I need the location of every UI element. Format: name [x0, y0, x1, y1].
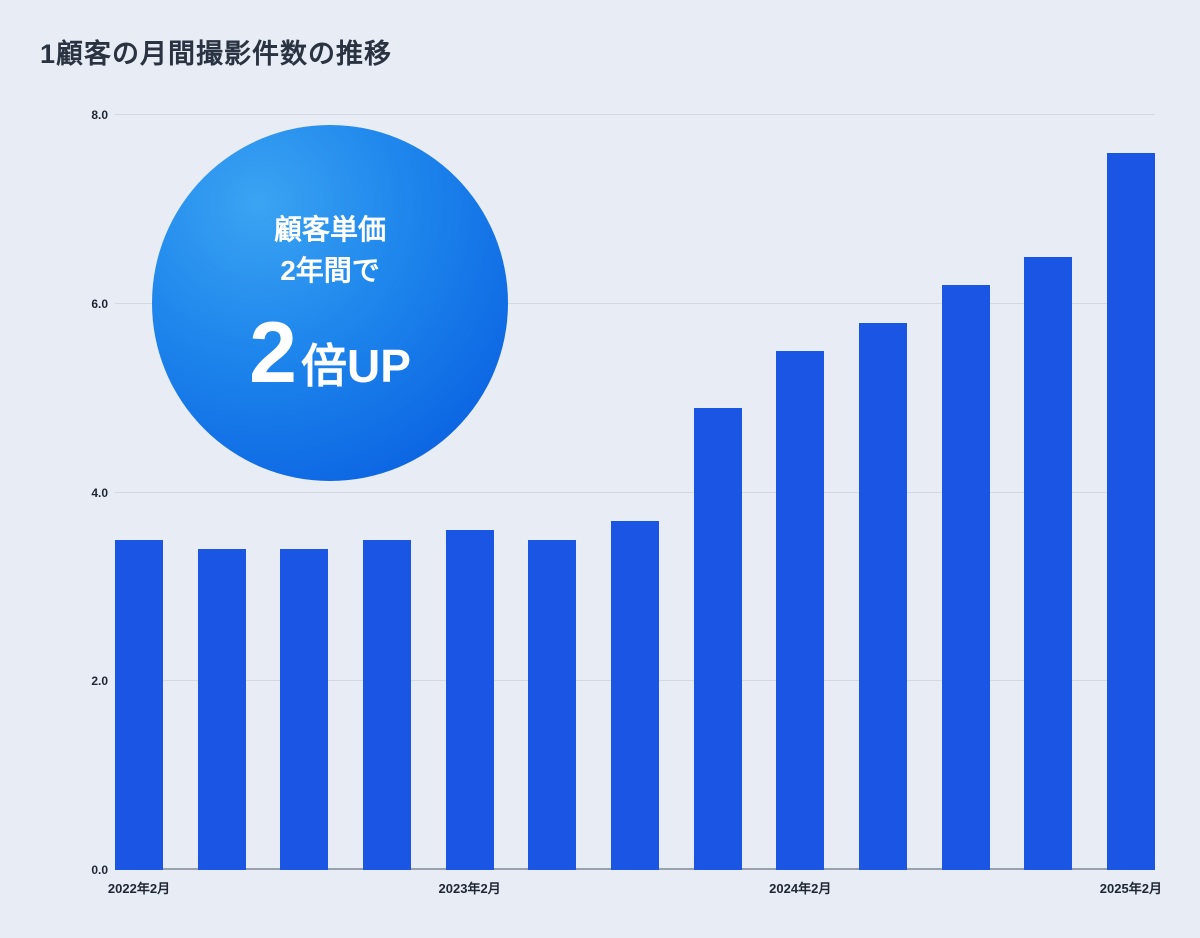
- x-tick-slot: [198, 870, 246, 897]
- gridline: [115, 114, 1155, 115]
- highlight-badge: 顧客単価 2年間で 2 倍UP: [152, 125, 508, 481]
- x-tick-slot: [942, 870, 990, 897]
- bar: [445, 530, 494, 870]
- x-tick-slot: [363, 870, 411, 897]
- x-tick-slot: 2023年2月: [439, 870, 501, 897]
- badge-suffix: 倍UP: [300, 339, 411, 392]
- x-tick-slot: 2025年2月: [1100, 870, 1162, 897]
- bar: [858, 322, 907, 870]
- x-tick-slot: [528, 870, 576, 897]
- bar: [693, 407, 742, 870]
- x-axis-labels: 2022年2月 2023年2月 2024年2月 2025年2月: [108, 870, 1162, 897]
- y-axis-labels: 0.0 2.0 4.0 6.0 8.0: [0, 108, 108, 877]
- y-tick-label: 2.0: [91, 674, 108, 689]
- x-tick-label: 2022年2月: [107, 881, 171, 896]
- y-tick-label: 0.0: [91, 863, 108, 877]
- bar: [280, 549, 329, 870]
- bar: [941, 284, 990, 870]
- x-tick-slot: [280, 870, 328, 897]
- plot-area: 2022年2月 2023年2月 2024年2月 2025年2月: [108, 114, 1162, 896]
- bar-series: [115, 115, 1155, 870]
- bar: [362, 539, 411, 870]
- x-tick-slot: [859, 870, 907, 897]
- badge-line-1: 顧客単価: [273, 214, 386, 246]
- bar: [528, 539, 577, 870]
- chart-title: 1顧客の月間撮影件数の推移: [40, 39, 393, 69]
- gridline: [115, 491, 1155, 493]
- x-tick-slot: 2024年2月: [769, 870, 831, 897]
- x-tick-label: 2023年2月: [438, 881, 501, 896]
- gridline: [115, 302, 1155, 304]
- x-tick-slot: [611, 870, 659, 897]
- x-tick-label: 2025年2月: [1099, 881, 1162, 896]
- x-tick-slot: [694, 870, 742, 897]
- x-tick-label: 2024年2月: [769, 881, 832, 896]
- badge-big-number: 2: [249, 304, 297, 401]
- bar: [1024, 256, 1073, 870]
- badge-highlight-row: 2 倍UP: [249, 310, 411, 396]
- x-tick-slot: 2022年2月: [108, 870, 170, 897]
- badge-line-2: 2年間で: [280, 255, 380, 286]
- bar: [197, 549, 246, 870]
- bar: [776, 350, 825, 870]
- y-tick-label: 6.0: [91, 296, 108, 311]
- y-tick-label: 4.0: [91, 485, 108, 500]
- bar: [610, 520, 659, 870]
- bar: [1106, 152, 1155, 870]
- x-tick-slot: [1024, 870, 1072, 897]
- bar: [115, 539, 163, 870]
- y-tick-label: 8.0: [91, 108, 108, 122]
